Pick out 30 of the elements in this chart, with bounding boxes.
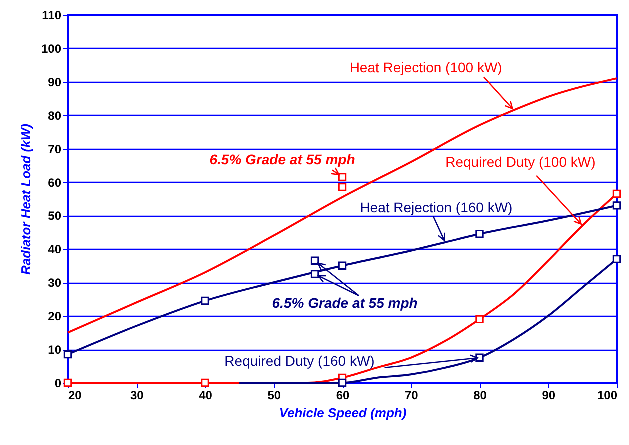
- y-tick-label: 0: [54, 376, 62, 390]
- line-series: [67, 78, 618, 334]
- y-tick-label: 110: [42, 8, 62, 22]
- x-tick-label: 50: [268, 388, 282, 402]
- y-tick-label: 80: [48, 108, 62, 123]
- text: Required Duty (100 kW): [446, 154, 596, 170]
- annotation: 6.5% Grade at 55 mph: [210, 151, 356, 168]
- x-tick-label: 20: [68, 388, 82, 402]
- x-tick-label: 30: [130, 388, 144, 402]
- x-tick-label: 40: [199, 388, 213, 402]
- x-tick-label: 80: [474, 388, 488, 402]
- y-tick-label: 20: [48, 310, 62, 324]
- annotation: 6.5% Grade at 55 mph: [272, 294, 418, 311]
- x-axis-title: Vehicle Speed (mph): [279, 406, 407, 420]
- series-label: Required Duty (160 kW): [224, 352, 375, 369]
- y-axis-title: Radiator Heat Load (kW): [18, 124, 34, 275]
- y-tick-label: 60: [48, 176, 62, 190]
- y-tick-label: 30: [48, 276, 62, 290]
- y-tick-label: 90: [48, 75, 62, 90]
- series-label: Heat Rejection (160 kW): [360, 199, 513, 216]
- x-tick-label: 90: [542, 388, 556, 402]
- text: Heat Rejection (100 kW): [350, 59, 502, 76]
- y-tick-label: 100: [41, 42, 62, 56]
- y-tick-label: 40: [48, 242, 62, 257]
- y-tick-label: 70: [48, 142, 62, 156]
- y-tick-label: 10: [48, 343, 62, 358]
- x-tick-label: 70: [404, 388, 419, 402]
- y-tick-label: 50: [48, 209, 62, 224]
- x-tick-label: 60: [336, 388, 350, 402]
- x-tick-label: 100: [597, 388, 618, 402]
